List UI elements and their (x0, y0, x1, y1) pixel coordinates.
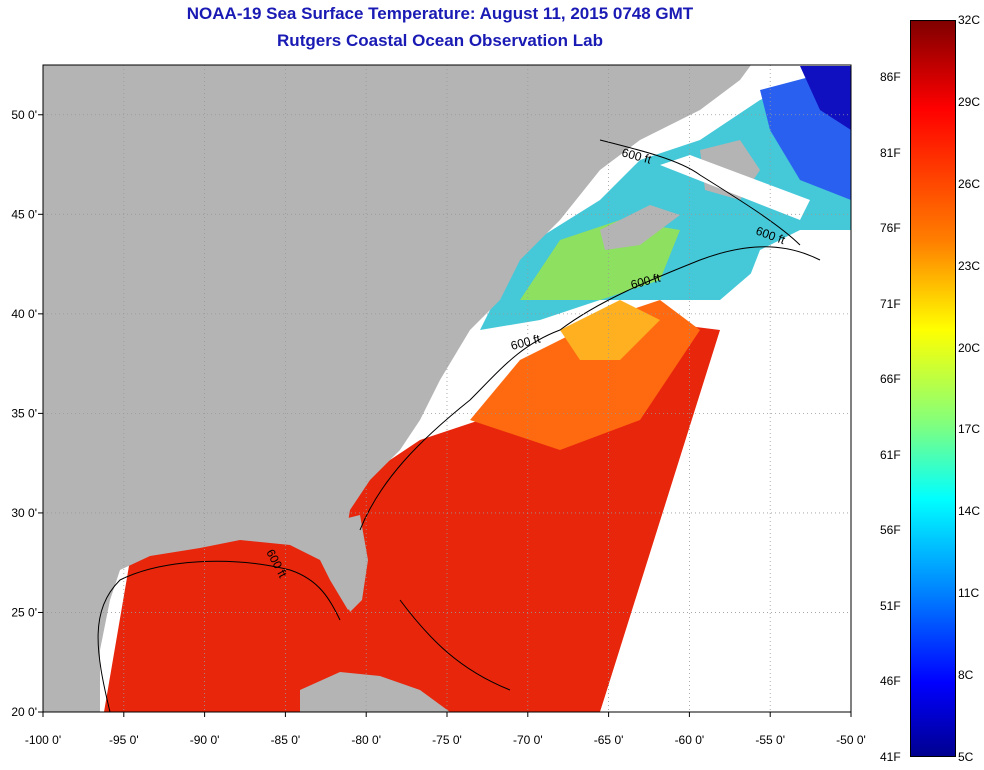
colorbar-celsius-label: 32C (958, 13, 981, 27)
x-tick-label: -70 0' (513, 733, 543, 747)
colorbar-celsius-label: 20C (958, 340, 981, 355)
colorbar-fahrenheit-label: 81F (880, 145, 901, 160)
isobath-600ft-bahamas (399, 599, 511, 691)
land-nova-scotia (600, 205, 680, 250)
sst-yellow-patch (560, 300, 660, 360)
x-axis: -100 0' -95 0' -90 0' -85 0' -80 0' -75 0' -70… (25, 712, 866, 747)
lat-lon-grid (43, 65, 851, 712)
y-tick-label: 30 0' (11, 506, 37, 520)
colorbar-fahrenheit-label: 41F (880, 750, 901, 764)
colorbar-fahrenheit-label: 76F (880, 221, 901, 236)
colorbar-fahrenheit-label: 46F (880, 674, 901, 689)
colorbar-celsius-label: 14C (958, 504, 981, 519)
colorbar-celsius-label: 8C (958, 668, 974, 683)
x-tick-label: -75 0' (432, 733, 462, 747)
colorbar-celsius-label: 11C (958, 586, 980, 601)
y-tick-label: 35 0' (11, 406, 37, 420)
colorbar-fahrenheit-label: 71F (880, 296, 901, 311)
y-tick-label: 50 0' (11, 108, 37, 122)
y-tick-label: 40 0' (11, 307, 37, 321)
y-axis: 50 0' 45 0' 40 0' 35 0' 30 0' 25 0' 20 0' (11, 108, 43, 719)
colorbar-celsius-label: 5C (958, 750, 974, 764)
land-north-america (43, 65, 751, 712)
x-tick-label: -100 0' (25, 733, 61, 747)
x-tick-label: -95 0' (109, 733, 139, 747)
colorbar (910, 20, 956, 757)
colorbar-celsius-label: 23C (958, 258, 981, 273)
colorbar-celsius-label: 26C (958, 176, 981, 191)
colorbar-celsius-label: 17C (958, 422, 981, 437)
x-tick-label: -80 0' (351, 733, 381, 747)
isobath-600ft-gulf (97, 560, 341, 712)
swath-no-data-east (600, 230, 851, 712)
colorbar-fahrenheit-label: 66F (880, 372, 901, 387)
x-tick-label: -65 0' (594, 733, 624, 747)
land-florida (335, 515, 368, 612)
colorbar-fahrenheit-label: 56F (880, 523, 901, 538)
y-tick-label: 25 0' (11, 605, 37, 619)
x-tick-label: -60 0' (675, 733, 705, 747)
isobath-600ft-atlantic (359, 246, 821, 531)
colorbar-fahrenheit-label: 61F (880, 447, 901, 462)
sst-dark-blue-region (800, 66, 851, 130)
x-tick-label: -55 0' (755, 733, 785, 747)
x-tick-label: -90 0' (190, 733, 220, 747)
colorbar-fahrenheit-label: 86F (880, 70, 901, 84)
x-tick-label: -85 0' (271, 733, 301, 747)
isobath-600ft-north (599, 139, 801, 246)
colorbar-celsius-label: 29C (958, 94, 981, 109)
map-title: NOAA-19 Sea Surface Temperature: August … (186, 4, 694, 23)
y-tick-label: 20 0' (11, 705, 37, 719)
y-tick-label: 45 0' (11, 207, 37, 221)
x-tick-label: -50 0' (836, 733, 866, 747)
swath-no-data-band (660, 155, 810, 220)
colorbar-fahrenheit-label: 51F (880, 598, 901, 613)
map-subtitle: Rutgers Coastal Ocean Observation Lab (277, 31, 603, 50)
land-cuba (300, 672, 450, 712)
